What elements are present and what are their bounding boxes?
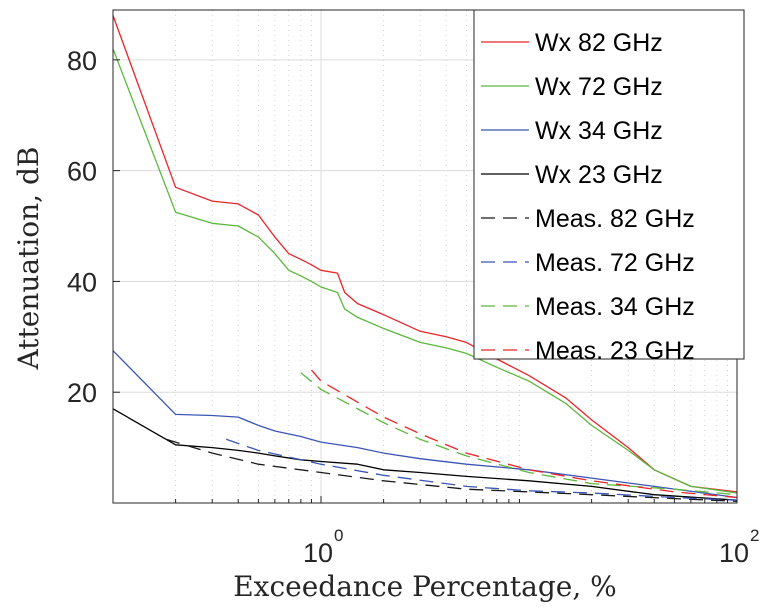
legend-label: Meas. 23 GHz (535, 337, 695, 365)
legend-label: Wx 34 GHz (535, 117, 663, 145)
x-tick-exponent: 2 (750, 526, 759, 545)
x-tick-exponent: 0 (334, 526, 343, 545)
series-line (165, 438, 738, 502)
legend-label: Wx 82 GHz (535, 29, 663, 57)
minor-grid (175, 10, 728, 503)
y-tick-label: 20 (67, 378, 97, 408)
series-layer (112, 15, 738, 502)
x-tick-label: 10 (303, 538, 333, 568)
legend: Wx 82 GHz Wx 72 GHz Wx 34 GHz Wx 23 GHz Meas… (473, 9, 745, 365)
series-line (311, 369, 738, 499)
series-line (112, 48, 738, 494)
series-line (112, 350, 738, 499)
y-ticks: 20 40 60 80 (67, 46, 120, 408)
x-axis-label: Exceedance Percentage, % (233, 570, 617, 603)
legend-box (473, 9, 745, 360)
y-axis-label: Attenuation, dB (12, 147, 45, 371)
series-line (300, 372, 738, 496)
x-tick-label: 10 (719, 538, 749, 568)
series-line (112, 408, 738, 501)
series-line (225, 438, 738, 501)
series-line (112, 15, 738, 493)
y-tick-label: 40 (67, 267, 97, 297)
legend-label: Meas. 72 GHz (535, 249, 695, 277)
y-tick-label: 60 (67, 157, 97, 187)
legend-label: Meas. 34 GHz (535, 293, 695, 321)
legend-label: Wx 23 GHz (535, 161, 663, 189)
legend-label: Meas. 82 GHz (535, 205, 695, 233)
y-tick-label: 80 (67, 46, 97, 76)
legend-label: Wx 72 GHz (535, 73, 663, 101)
